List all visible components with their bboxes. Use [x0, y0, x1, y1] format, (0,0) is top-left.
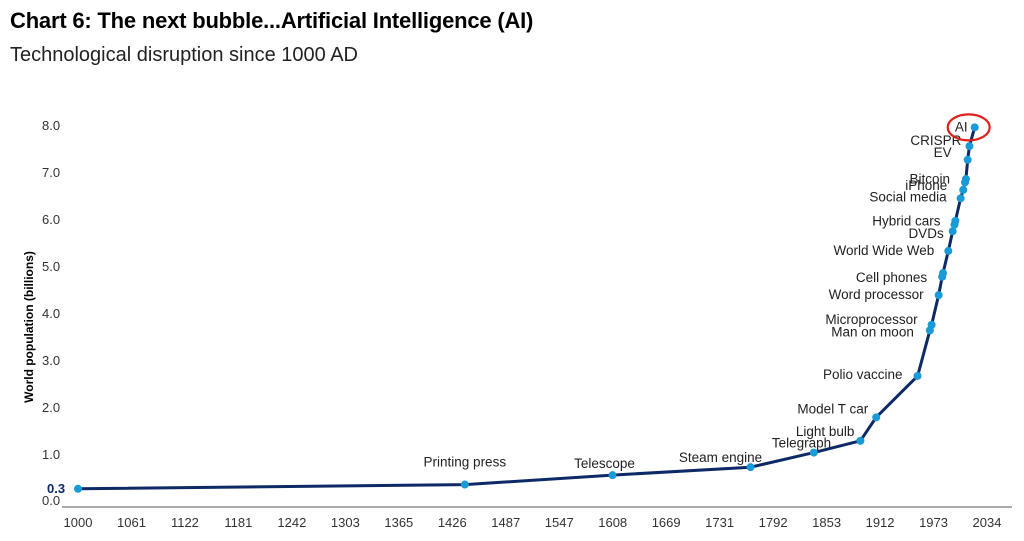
- ai-highlight-ellipse: [946, 113, 991, 142]
- data-point: [970, 123, 979, 132]
- point-label: World Wide Web: [834, 243, 935, 258]
- y-tick-label: 5.0: [42, 259, 60, 274]
- x-tick-label: 1608: [598, 515, 627, 530]
- data-point: [956, 194, 965, 203]
- data-point: [872, 413, 881, 422]
- point-label: Telegraph: [772, 436, 831, 451]
- x-tick-label: 1912: [866, 515, 895, 530]
- point-label: Light bulb: [796, 424, 855, 439]
- y-axis-title: World population (billions): [22, 251, 36, 403]
- y-tick-label: 2.0: [42, 400, 60, 415]
- point-label: DVDs: [908, 226, 944, 241]
- y-tick-label: 3.0: [42, 353, 60, 368]
- point-label: Printing press: [424, 455, 507, 470]
- data-point: [927, 320, 936, 329]
- data-point: [608, 471, 617, 480]
- x-tick-label: 1181: [224, 515, 252, 530]
- y-tick-label: 6.0: [42, 212, 60, 227]
- x-tick-label: 1973: [919, 515, 948, 530]
- x-tick-label: 1242: [277, 515, 306, 530]
- data-point: [963, 155, 972, 164]
- x-tick-label: 1000: [64, 515, 93, 530]
- point-annotations: Printing press Telescope Steam engine Teleg…: [424, 113, 991, 471]
- data-point: [944, 246, 953, 255]
- x-tick-label: 1669: [652, 515, 681, 530]
- x-tick-label: 1487: [491, 515, 520, 530]
- chart-title: Chart 6: The next bubble...Artificial In…: [10, 8, 534, 33]
- x-tick-label: 1426: [438, 515, 467, 530]
- data-point: [934, 291, 943, 300]
- data-point: [951, 216, 960, 225]
- data-point: [939, 269, 948, 278]
- point-label: Microprocessor: [825, 312, 918, 327]
- point-label: Steam engine: [679, 450, 762, 465]
- point-label: Word processor: [829, 287, 925, 302]
- population-series: [74, 123, 979, 493]
- start-value-label: 0.3: [47, 481, 65, 496]
- point-label: AI: [955, 119, 968, 134]
- x-tick-label: 1061: [117, 515, 146, 530]
- x-tick-label: 1547: [545, 515, 574, 530]
- point-label: Telescope: [574, 456, 635, 471]
- y-tick-label: 7.0: [42, 165, 60, 180]
- x-tick-label: 1303: [331, 515, 360, 530]
- point-label: Man on moon: [831, 324, 914, 339]
- x-tick-label: 1365: [384, 515, 413, 530]
- point-label: Model T car: [797, 401, 868, 416]
- x-tick-label: 1853: [812, 515, 841, 530]
- point-label: Hybrid cars: [872, 214, 941, 229]
- data-point: [961, 175, 970, 184]
- point-label: EV: [934, 145, 952, 160]
- chart-axes: 1000 1061 1122 1181 1242 1303 1365 1426 1487 1547…: [22, 118, 1012, 530]
- data-point: [948, 227, 957, 236]
- point-label: Cell phones: [856, 270, 928, 285]
- data-point: [965, 142, 974, 151]
- data-point: [746, 463, 755, 472]
- data-point: [74, 484, 82, 493]
- point-label: iPhone: [905, 178, 947, 193]
- x-tick-label: 1731: [705, 515, 734, 530]
- y-tick-label: 8.0: [42, 118, 60, 133]
- point-label: CRISPR: [910, 133, 961, 148]
- x-tick-label: 1792: [759, 515, 788, 530]
- y-tick-label: 0.0: [42, 493, 60, 508]
- data-point: [959, 185, 968, 194]
- x-tick-label: 1122: [171, 515, 199, 530]
- data-point: [913, 371, 922, 380]
- chart-subtitle: Technological disruption since 1000 AD: [10, 44, 358, 66]
- x-tick-label: 2034: [973, 515, 1002, 530]
- y-tick-label: 1.0: [42, 447, 60, 462]
- point-label: Polio vaccine: [823, 367, 903, 382]
- data-point: [856, 436, 865, 445]
- data-point: [460, 480, 469, 489]
- data-point: [809, 448, 818, 457]
- y-tick-label: 4.0: [42, 306, 60, 321]
- point-label: Social media: [869, 189, 947, 204]
- point-label: Bitcoin: [909, 171, 950, 186]
